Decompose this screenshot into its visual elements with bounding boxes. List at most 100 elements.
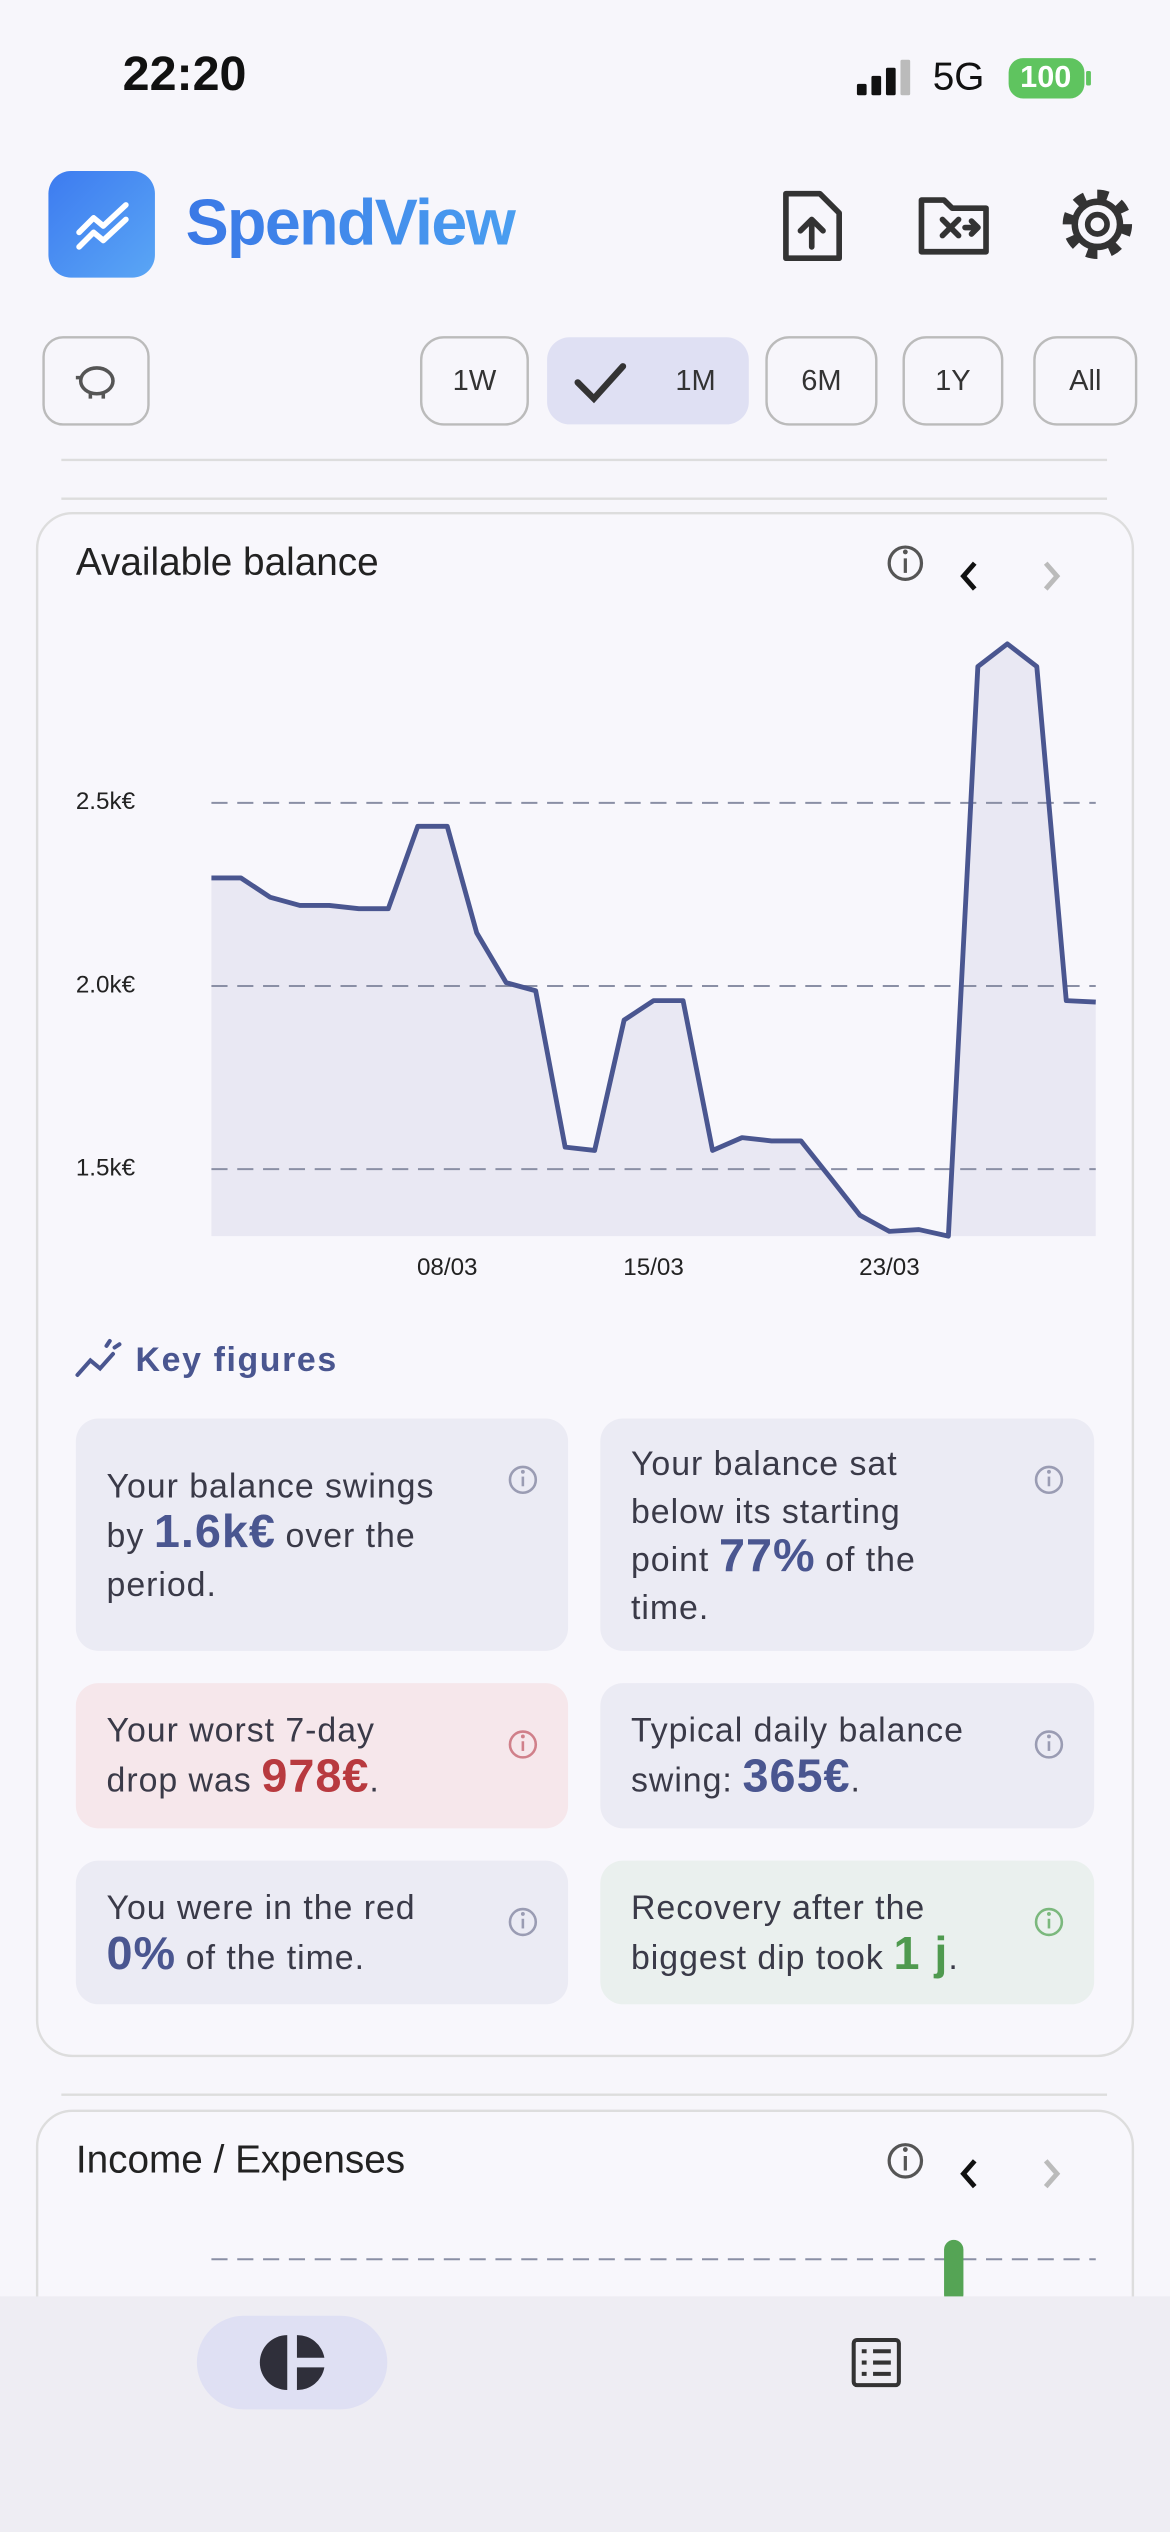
period-button[interactable] (419, 336, 529, 426)
figure-text-part: point (631, 1541, 709, 1579)
settings-button[interactable] (1062, 189, 1133, 260)
period-label: 1M (675, 365, 715, 397)
figure-text-part: You were in the red (107, 1889, 416, 1927)
balance-card (35, 511, 1135, 2058)
info-icon-dot (1047, 1911, 1051, 1916)
figure-text: Typical daily balance (631, 1711, 964, 1749)
figure-text: Your balance sat (631, 1445, 898, 1483)
figure-text-part: by (107, 1517, 145, 1555)
balance-chart: 1.5k€ 2.0k€ 2.5k€ 08/03 15/03 23/03 (76, 641, 1096, 1281)
period-label: 1Y (935, 365, 971, 397)
figure-text-part: . (369, 1761, 379, 1799)
figure-text: below its starting (631, 1493, 901, 1531)
previous-button[interactable] (960, 561, 977, 591)
network-label: 5G (933, 55, 985, 98)
info-icon-dot (520, 1734, 525, 1739)
key-figure-cards: Your balance swings by 1.6k€ over the period… (75, 1418, 1095, 2005)
piggy-icon (75, 366, 115, 399)
figure-text-part: drop was (107, 1761, 252, 1799)
dashboard-tab-icon (259, 2335, 325, 2390)
period-button[interactable] (902, 336, 1004, 426)
section-title: Key figures (136, 1341, 338, 1379)
app-name: SpendView (186, 187, 517, 259)
figure-highlight: 1 j (893, 1927, 948, 1979)
bar (944, 2239, 964, 2305)
figure-text: period. (107, 1566, 217, 1604)
export-button[interactable] (783, 190, 842, 262)
chart-title: Available balance (76, 541, 379, 584)
figure-text: by 1.6k€ over the (107, 1505, 416, 1557)
figure-text-part: period. (107, 1566, 217, 1604)
figure-text-part: Recovery after the (631, 1889, 925, 1927)
figure-text-part: below its starting (631, 1493, 901, 1531)
figure-text-part: Your balance swings (107, 1468, 435, 1506)
figure-text: You were in the red (107, 1889, 416, 1927)
period-button[interactable] (765, 336, 878, 426)
info-icon[interactable] (1034, 1730, 1064, 1759)
figure-text-part: Typical daily balance (631, 1711, 964, 1749)
figure-text-part: swing: (631, 1761, 733, 1799)
figure-card (75, 1860, 569, 2005)
folder-button[interactable] (918, 197, 989, 255)
x-tick-label: 15/03 (623, 1254, 684, 1281)
info-icon-dot (520, 1911, 525, 1916)
balance-line (211, 641, 1096, 1239)
figure-text-part: Your worst 7-day (107, 1711, 375, 1749)
previous-button[interactable] (960, 2159, 977, 2189)
figure-text-part: over the (286, 1517, 416, 1555)
figure-text: point 77% of the (631, 1529, 916, 1581)
battery-tip (1086, 71, 1091, 86)
info-icon[interactable] (508, 1907, 538, 1937)
y-tick-label: 1.5k€ (76, 1155, 136, 1182)
period-label: All (1069, 365, 1101, 397)
figure-card (600, 1418, 1095, 1651)
figure-text-part: Your balance sat (631, 1445, 898, 1483)
next-button[interactable] (1043, 561, 1061, 591)
info-icon-dot (1047, 1734, 1051, 1739)
info-icon-dot (1047, 1469, 1051, 1474)
info-icon[interactable] (1034, 1465, 1064, 1495)
figure-text: drop was 978€. (107, 1749, 380, 1801)
period-button[interactable] (1033, 336, 1138, 426)
info-icon-dot (520, 1469, 525, 1474)
y-tick-label: 2.5k€ (76, 788, 136, 815)
tab-selected[interactable] (196, 2315, 388, 2410)
key-figures-icon (75, 1339, 122, 1377)
figure-text-part: of the (825, 1541, 916, 1579)
figure-card (600, 1860, 1095, 2005)
savings-button[interactable] (42, 336, 150, 426)
period-filter: 1W 1M 6M 1Y All (419, 336, 1138, 426)
figure-highlight: 0% (107, 1927, 177, 1979)
battery (1008, 58, 1085, 99)
info-icon[interactable] (887, 2143, 924, 2179)
x-tick-label: 08/03 (417, 1254, 478, 1281)
figure-text: biggest dip took 1 j. (631, 1927, 959, 1979)
figure-text: Your worst 7-day (107, 1711, 375, 1749)
info-icon[interactable] (887, 545, 924, 581)
tab-bar (0, 2296, 1170, 2532)
period-button[interactable] (547, 337, 749, 425)
figure-card (75, 1683, 569, 1829)
signal-icon (856, 59, 911, 96)
next-button[interactable] (1043, 2159, 1061, 2189)
info-icon[interactable] (508, 1730, 538, 1759)
figure-text-part: . (948, 1939, 958, 1977)
figure-text: time. (631, 1589, 709, 1627)
check-icon (574, 363, 627, 404)
info-icon[interactable] (1034, 1907, 1064, 1937)
figure-text-part: . (850, 1761, 860, 1799)
period-label: 1W (453, 365, 497, 397)
figure-highlight: 365€ (743, 1749, 851, 1801)
figure-text-part: biggest dip took (631, 1939, 884, 1977)
figure-text-part: of the time. (186, 1939, 365, 1977)
figure-text: Your balance swings (107, 1468, 435, 1506)
transactions-tab[interactable] (851, 2337, 901, 2388)
info-icon[interactable] (508, 1465, 538, 1495)
logo-icon (76, 202, 129, 250)
figure-text: Recovery after the (631, 1889, 925, 1927)
x-tick-label: 23/03 (859, 1254, 920, 1281)
area-fill (211, 643, 1096, 1237)
battery-level: 100 (1020, 60, 1071, 94)
figure-text: swing: 365€. (631, 1749, 861, 1801)
